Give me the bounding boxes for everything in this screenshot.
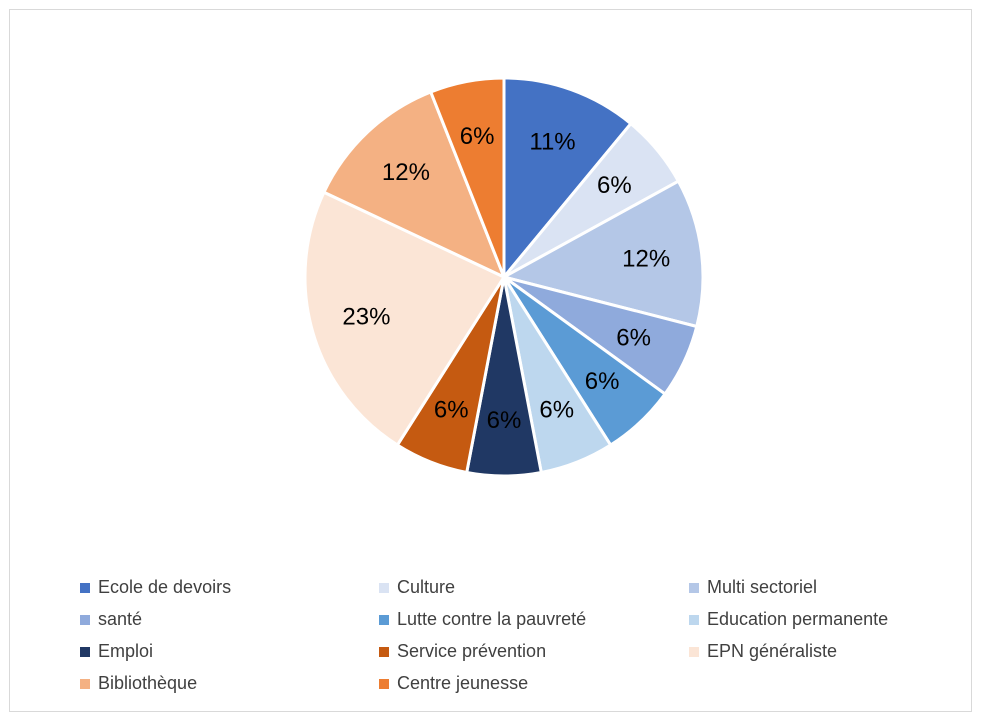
- legend-label-5: Education permanente: [707, 609, 889, 629]
- legend-label-3: santé: [98, 609, 143, 629]
- legend-label-1: Culture: [397, 577, 456, 597]
- data-label-5: 6%: [539, 397, 574, 424]
- legend-item-3: santé: [80, 607, 379, 632]
- legend-item-1: Culture: [379, 575, 689, 600]
- legend-swatch-4: [379, 614, 389, 625]
- data-label-9: 12%: [382, 159, 430, 186]
- legend-item-10: Centre jeunesse: [379, 671, 689, 696]
- legend-item-8: EPN généraliste: [689, 639, 959, 664]
- legend-label-0: Ecole de devoirs: [98, 577, 232, 597]
- data-label-0: 11%: [529, 129, 575, 156]
- legend-item-7: Service prévention: [379, 639, 689, 664]
- data-label-8: 23%: [342, 303, 390, 330]
- pie-slice-8: [303, 190, 506, 447]
- data-label-7: 6%: [434, 397, 469, 424]
- legend-swatch-10: [379, 678, 389, 689]
- data-label-6: 6%: [487, 407, 522, 434]
- legend-label-9: Bibliothèque: [98, 673, 198, 693]
- legend-label-2: Multi sectoriel: [707, 577, 818, 597]
- legend-swatch-9: [80, 678, 90, 689]
- pie-slice-2: [502, 179, 705, 328]
- legend-swatch-3: [80, 614, 90, 625]
- legend-swatch-1: [379, 582, 389, 593]
- legend-label-8: EPN généraliste: [707, 641, 838, 661]
- legend-item-0: Ecole de devoirs: [80, 575, 379, 600]
- legend-label-10: Centre jeunesse: [397, 673, 529, 693]
- data-label-3: 6%: [616, 325, 651, 352]
- legend: Ecole de devoirs Culture Multi sectoriel sa…: [80, 575, 960, 696]
- legend-swatch-6: [80, 646, 90, 657]
- pie-slice-9: [322, 90, 506, 279]
- legend-item-2: Multi sectoriel: [689, 575, 959, 600]
- legend-item-4: Lutte contre la pauvreté: [379, 607, 689, 632]
- data-label-2: 12%: [622, 246, 670, 273]
- legend-label-6: Emploi: [98, 641, 154, 661]
- legend-label-4: Lutte contre la pauvreté: [397, 609, 587, 629]
- legend-item-9: Bibliothèque: [80, 671, 379, 696]
- legend-swatch-2: [689, 582, 699, 593]
- legend-label-7: Service prévention: [397, 641, 547, 661]
- legend-swatch-8: [689, 646, 699, 657]
- legend-swatch-7: [379, 646, 389, 657]
- pie-slice-0: [502, 76, 633, 279]
- pie-slice-10: [429, 76, 506, 279]
- legend-item-6: Emploi: [80, 639, 379, 664]
- data-label-10: 6%: [460, 123, 495, 150]
- data-label-1: 6%: [597, 172, 632, 199]
- data-label-4: 6%: [585, 368, 620, 395]
- legend-swatch-5: [689, 614, 699, 625]
- legend-item-5: Education permanente: [689, 607, 959, 632]
- legend-swatch-0: [80, 582, 90, 593]
